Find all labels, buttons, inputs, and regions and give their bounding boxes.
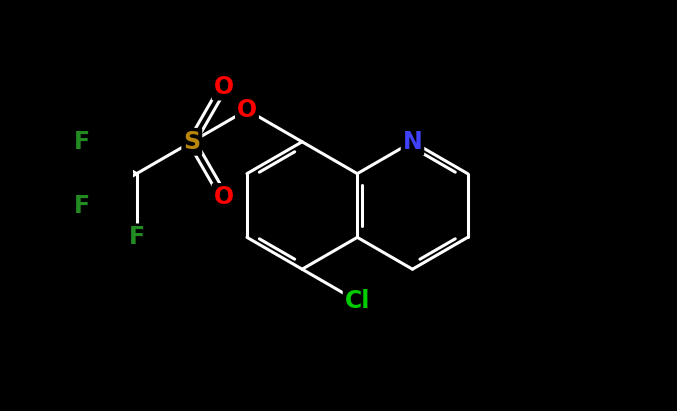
Text: Cl: Cl	[345, 289, 370, 313]
Text: F: F	[73, 130, 89, 154]
Text: O: O	[213, 185, 234, 209]
Text: O: O	[237, 98, 257, 122]
Text: N: N	[403, 130, 422, 154]
Text: F: F	[73, 194, 89, 217]
Text: S: S	[183, 130, 200, 154]
Text: F: F	[129, 225, 145, 249]
Text: O: O	[213, 75, 234, 99]
